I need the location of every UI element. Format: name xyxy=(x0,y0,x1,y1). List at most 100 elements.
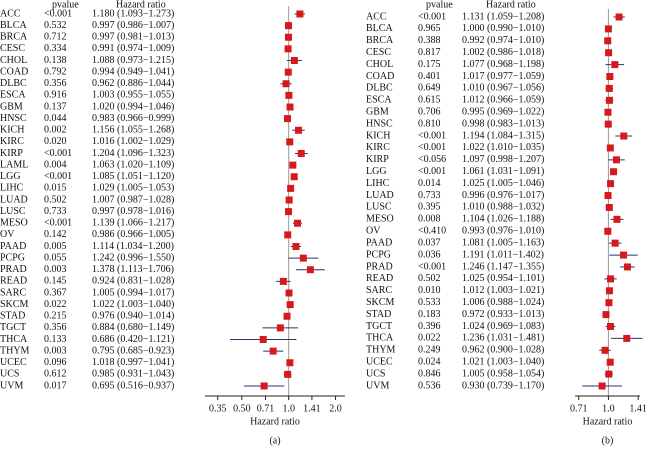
hr-marker xyxy=(306,266,314,274)
category-label: READ xyxy=(0,276,27,287)
category-label: LIHC xyxy=(366,178,390,189)
hr-marker xyxy=(623,334,631,342)
category-label: BLCA xyxy=(366,23,393,34)
pvalue: 0.183 xyxy=(418,309,441,320)
hr-header: Hazard ratio xyxy=(486,0,536,10)
hr-label: 1.131 (1.059−1.208) xyxy=(462,11,544,22)
hr-marker xyxy=(289,161,297,169)
category-label: BRCA xyxy=(366,35,394,46)
hr-label: 1.242 (0.996−1.550) xyxy=(92,252,174,263)
pvalue: 0.022 xyxy=(418,333,441,344)
category-label: LUSC xyxy=(366,202,392,213)
pvalue: 0.334 xyxy=(44,43,67,54)
category-label: COAD xyxy=(366,71,394,82)
hr-label: 1.114 (1.034−1.200) xyxy=(92,241,174,252)
hr-label: 1.005 (0.994−1.017) xyxy=(92,287,174,298)
x-tick-label: 1.0 xyxy=(282,403,295,414)
hr-marker xyxy=(604,25,612,33)
hr-label: 0.686 (0.420−1.121) xyxy=(92,334,174,345)
hr-marker xyxy=(284,115,292,123)
pvalue: 0.536 xyxy=(418,380,441,391)
pvalue: 0.137 xyxy=(44,101,67,112)
hr-label: 0.997 (0.986−1.007) xyxy=(92,20,174,31)
pvalue: <0.001 xyxy=(44,8,72,19)
category-label: BRCA xyxy=(0,32,28,43)
category-label: UVM xyxy=(0,380,23,391)
pvalue: 0.249 xyxy=(418,345,441,356)
hr-marker xyxy=(604,227,612,235)
hr-marker xyxy=(605,96,613,104)
pvalue: 0.017 xyxy=(44,380,67,391)
category-label: CHOL xyxy=(366,59,393,70)
hr-label: 0.962 (0.886−1.044) xyxy=(92,78,174,89)
pvalue: 0.008 xyxy=(418,214,441,225)
category-label: COAD xyxy=(0,66,28,77)
panel-label: (a) xyxy=(269,435,280,446)
category-label: THCA xyxy=(366,333,394,344)
hr-marker xyxy=(260,382,268,390)
hr-marker xyxy=(290,173,298,181)
category-label: ACC xyxy=(0,8,21,19)
hr-label: 1.104 (1.026−1.188) xyxy=(462,214,544,225)
hr-marker xyxy=(605,370,613,378)
category-label: LUAD xyxy=(366,190,394,201)
pvalue: 0.532 xyxy=(44,20,67,31)
pvalue: 0.020 xyxy=(44,136,67,147)
pvalue: 0.010 xyxy=(418,285,441,296)
pvalue: 0.055 xyxy=(44,252,67,263)
category-label: CHOL xyxy=(0,55,27,66)
hr-label: 1.017 (0.977−1.059) xyxy=(462,71,544,82)
x-tick-label: 0.35 xyxy=(209,403,227,414)
hr-marker xyxy=(611,239,619,247)
category-label: DLBC xyxy=(366,83,393,94)
x-tick-label: 1.0 xyxy=(602,403,615,414)
category-label: PRAD xyxy=(366,261,393,272)
pvalue: 0.502 xyxy=(44,194,67,205)
hr-label: 1.007 (0.987−1.028) xyxy=(92,194,174,205)
pvalue: 0.846 xyxy=(418,368,441,379)
pvalue: <0.001 xyxy=(418,261,446,272)
hr-label: 1.204 (1.096−1.323) xyxy=(92,148,174,159)
pvalue: <0.001 xyxy=(418,11,446,22)
pvalue: <0.001 xyxy=(418,142,446,153)
pvalue: 0.810 xyxy=(418,118,441,129)
hr-label: 1.012 (1.003−1.021) xyxy=(462,285,544,296)
pvalue: <0.001 xyxy=(418,166,446,177)
pvalue: <0.410 xyxy=(418,226,446,237)
hr-marker xyxy=(620,132,628,140)
pvalue: 0.356 xyxy=(44,322,67,333)
hr-marker xyxy=(285,91,293,99)
pvalue: 0.733 xyxy=(44,206,67,217)
hr-marker xyxy=(284,370,292,378)
pvalue: 0.215 xyxy=(44,311,67,322)
pvalue: 0.356 xyxy=(44,78,67,89)
hr-marker xyxy=(606,322,614,330)
hr-label: 0.996 (0.976−1.017) xyxy=(462,190,544,201)
hr-label: 1.006 (0.988−1.024) xyxy=(462,297,544,308)
hr-header: Hazard ratio xyxy=(116,0,166,10)
pvalue: 0.003 xyxy=(44,345,67,356)
hr-marker xyxy=(284,45,292,53)
pvalue: 0.004 xyxy=(44,159,67,170)
pvalue: 0.916 xyxy=(44,90,67,101)
pvalue: 0.002 xyxy=(44,125,67,136)
hr-marker xyxy=(601,346,609,354)
category-label: UCS xyxy=(366,368,385,379)
category-label: LGG xyxy=(0,171,21,182)
category-label: UCEC xyxy=(366,356,393,367)
hr-label: 1.139 (1.066−1.217) xyxy=(92,218,174,229)
x-tick-label: 1.41 xyxy=(303,403,321,414)
hr-label: 0.986 (0.966−1.005) xyxy=(92,229,174,240)
hr-marker xyxy=(283,312,291,320)
category-label: LIHC xyxy=(0,183,24,194)
category-label: GBM xyxy=(0,101,23,112)
hr-marker xyxy=(604,120,612,128)
category-label: KICH xyxy=(366,130,390,141)
pvalue: 0.145 xyxy=(44,276,67,287)
hr-marker xyxy=(296,10,304,18)
hr-label: 1.010 (0.988−1.032) xyxy=(462,202,544,213)
hr-label: 0.695 (0.516−0.937) xyxy=(92,380,174,391)
category-label: KIRC xyxy=(0,136,24,147)
hr-marker xyxy=(284,22,292,30)
